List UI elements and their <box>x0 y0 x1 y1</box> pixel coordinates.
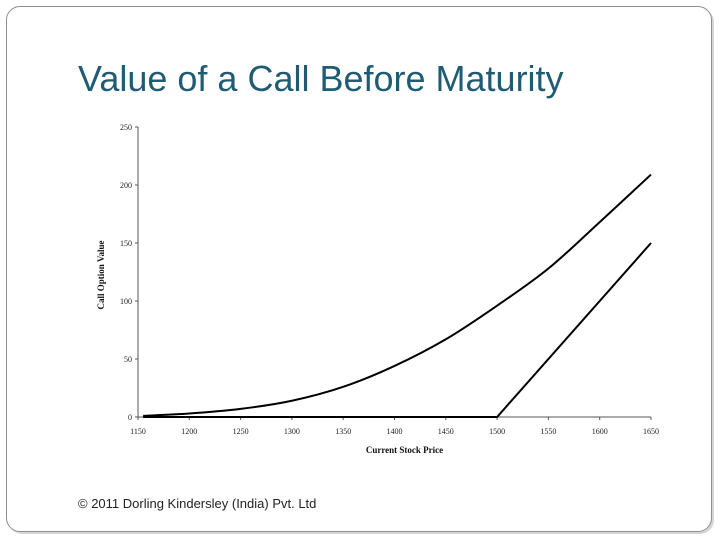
series-line-before-maturity <box>143 173 652 417</box>
x-axis-ticks: 1150 1200 1250 1300 1350 1400 1450 1500 1550 1600… <box>130 417 659 436</box>
copyright-footer: © 2011 Dorling Kindersley (India) Pvt. L… <box>78 496 317 511</box>
series-line-at-maturity <box>143 242 652 418</box>
x-tick-label: 1600 <box>592 427 608 436</box>
x-tick-label: 1350 <box>335 427 351 436</box>
x-tick-label: 1150 <box>130 427 146 436</box>
x-tick-label: 1300 <box>284 427 300 436</box>
y-tick-label: 200 <box>120 181 132 190</box>
slide-frame <box>6 6 712 532</box>
x-tick-label: 1400 <box>387 427 403 436</box>
y-tick-label: 250 <box>120 123 132 132</box>
x-axis-label: Current Stock Price <box>366 445 443 455</box>
x-tick-label: 1250 <box>233 427 249 436</box>
x-tick-label: 1450 <box>438 427 454 436</box>
x-tick-label: 1550 <box>540 427 556 436</box>
slide-title: Value of a Call Before Maturity <box>78 58 564 99</box>
x-tick-label: 1200 <box>181 427 197 436</box>
y-axis-label: Call Option Value <box>96 240 106 309</box>
series-group <box>143 173 652 418</box>
x-tick-label: 1650 <box>643 427 659 436</box>
y-tick-label: 0 <box>128 413 132 422</box>
y-axis-ticks: 0 50 100 150 200 250 <box>120 123 138 422</box>
y-tick-label: 100 <box>120 297 132 306</box>
y-tick-label: 50 <box>124 355 132 364</box>
x-tick-label: 1500 <box>489 427 505 436</box>
y-tick-label: 150 <box>120 239 132 248</box>
